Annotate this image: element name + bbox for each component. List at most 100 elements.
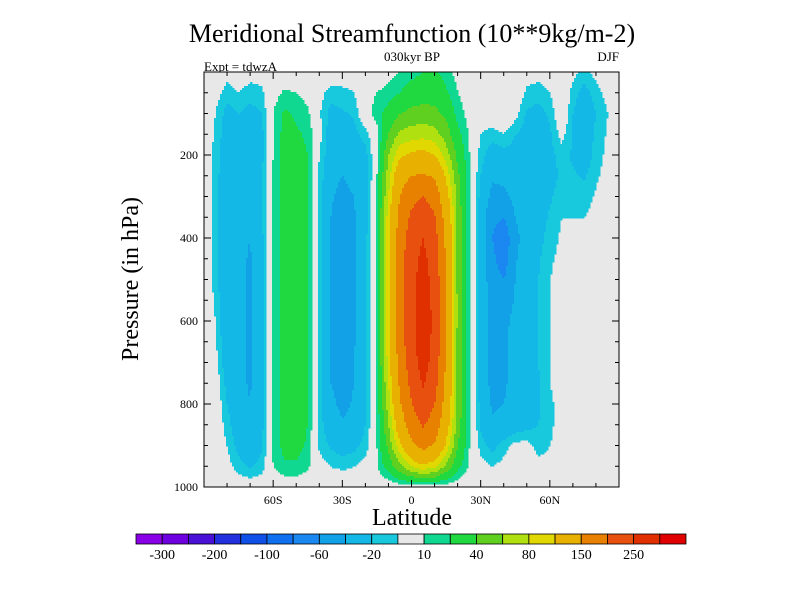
contour-cell [382, 380, 385, 383]
contour-cell [356, 344, 367, 347]
contour-cell [390, 314, 397, 317]
contour-cell [478, 166, 483, 169]
contour-cell [432, 310, 441, 313]
contour-cell [322, 288, 331, 291]
contour-cell [376, 410, 379, 413]
contour-cell [544, 110, 555, 113]
contour-cell [386, 396, 391, 399]
contour-cell [386, 298, 391, 301]
contour-cell [488, 284, 515, 287]
contour-cell [272, 198, 281, 201]
contour-cell [476, 394, 479, 397]
contour-cell [590, 162, 603, 165]
contour-cell [212, 272, 219, 275]
contour-cell [462, 276, 467, 279]
contour-cell [252, 254, 265, 257]
contour-cell [380, 312, 385, 315]
contour-cell [390, 252, 397, 255]
contour-cell [398, 382, 409, 385]
contour-cell [442, 168, 449, 171]
contour-cell [378, 308, 381, 311]
contour-cell [480, 140, 513, 143]
contour-cell [416, 284, 431, 287]
contour-cell [456, 192, 461, 195]
contour-cell [456, 270, 463, 273]
contour-cell [476, 326, 479, 329]
contour-cell [356, 210, 369, 213]
contour-cell [452, 358, 455, 361]
contour-cell [426, 254, 439, 257]
contour-cell [452, 384, 455, 387]
contour-cell [456, 334, 463, 337]
contour-cell [280, 320, 309, 323]
contour-cell [410, 396, 437, 399]
contour-cell [594, 138, 605, 141]
contour-cell [220, 160, 265, 163]
contour-cell [222, 414, 231, 417]
contour-cell [454, 252, 457, 255]
contour-cell [390, 234, 397, 237]
contour-cell [462, 298, 467, 301]
contour-cell [390, 392, 393, 395]
contour-cell [480, 190, 491, 193]
contour-cell [220, 168, 263, 171]
contour-cell [322, 358, 331, 361]
contour-cell [540, 410, 555, 413]
contour-cell [572, 142, 593, 145]
contour-cell [318, 334, 323, 337]
contour-cell [392, 202, 401, 205]
contour-cell [516, 274, 539, 277]
contour-cell [396, 246, 407, 249]
contour-cell [224, 112, 239, 115]
contour-cell [476, 404, 481, 407]
contour-cell [478, 346, 489, 349]
contour-cell [252, 320, 265, 323]
contour-cell [426, 374, 439, 377]
contour-cell [322, 360, 331, 363]
contour-cell [564, 136, 573, 139]
contour-cell [394, 184, 405, 187]
contour-cell [422, 382, 425, 385]
contour-cell [450, 406, 455, 409]
contour-cell [488, 128, 495, 131]
contour-cell [308, 386, 313, 389]
contour-cell [494, 232, 509, 235]
contour-cell [478, 262, 487, 265]
contour-cell [390, 178, 395, 181]
contour-cell [222, 362, 247, 365]
contour-cell [390, 228, 397, 231]
contour-cell [446, 370, 453, 373]
contour-cell [394, 160, 399, 163]
contour-cell [486, 254, 497, 257]
contour-cell [446, 350, 453, 353]
contour-cell [476, 182, 481, 185]
contour-cell [272, 386, 281, 389]
contour-cell [252, 346, 265, 349]
contour-cell [436, 398, 445, 401]
contour-cell [368, 210, 371, 213]
contour-cell [308, 364, 313, 367]
contour-cell [308, 152, 313, 155]
contour-cell [376, 266, 379, 269]
contour-cell [374, 118, 383, 121]
contour-cell [404, 412, 417, 415]
contour-cell [272, 280, 281, 283]
contour-cell [426, 174, 445, 177]
contour-cell [332, 384, 355, 387]
contour-cell [482, 166, 557, 169]
contour-cell [392, 162, 399, 165]
contour-cell [338, 186, 349, 189]
contour-cell [384, 368, 389, 371]
contour-cell [446, 264, 453, 267]
contour-cell [390, 352, 397, 355]
contour-cell [520, 234, 545, 237]
contour-cell [318, 310, 323, 313]
contour-cell [384, 218, 387, 221]
contour-cell [488, 370, 509, 373]
contour-cell [452, 340, 455, 343]
contour-cell [408, 220, 437, 223]
contour-cell [280, 326, 309, 329]
contour-cell [384, 336, 387, 339]
contour-cell [386, 322, 391, 325]
contour-cell [478, 286, 489, 289]
